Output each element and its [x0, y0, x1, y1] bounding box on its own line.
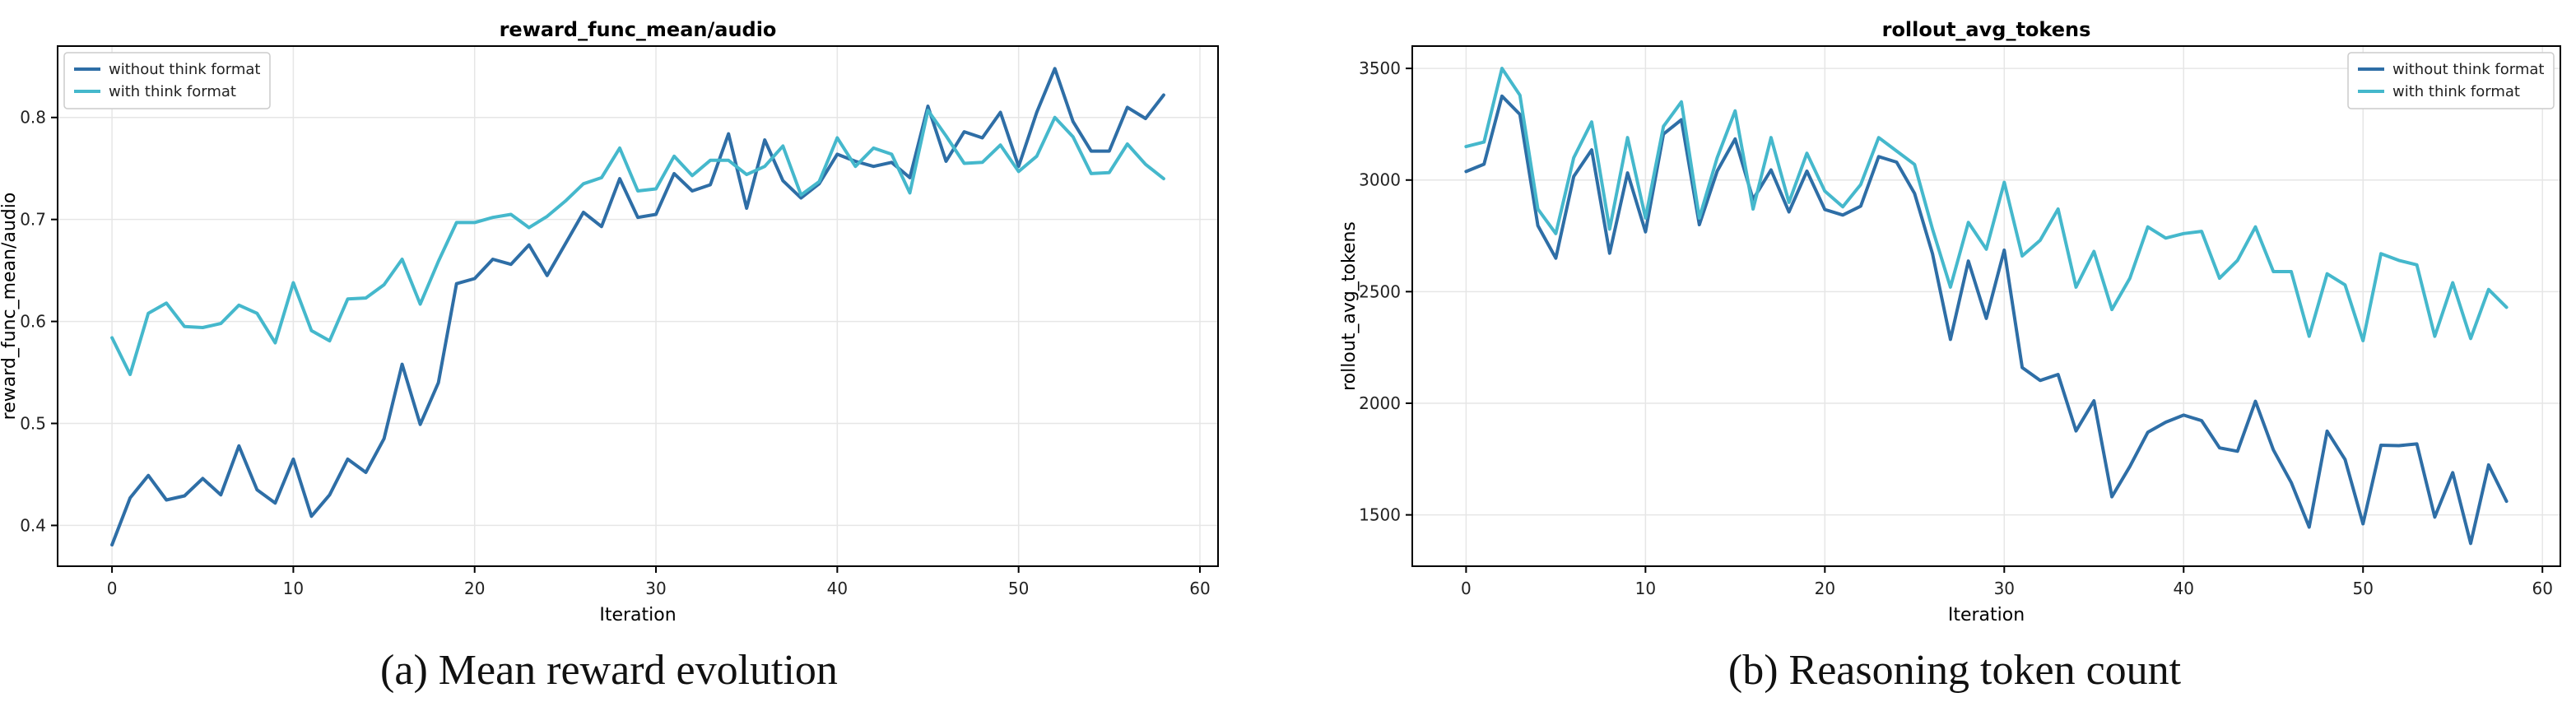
x-tick-label: 0: [107, 579, 118, 598]
y-tick-label: 2500: [1359, 281, 1401, 301]
y-tick-label: 3000: [1359, 170, 1401, 190]
x-tick-label: 30: [645, 579, 666, 598]
legend-label: with think format: [109, 83, 236, 100]
series-line-with-think-format: [1464, 67, 2509, 342]
caption-b: (b) Reasoning token count: [1727, 647, 2182, 694]
legend-box: [63, 52, 271, 109]
x-tick-label: 60: [1189, 579, 1210, 598]
chart-title: rollout_avg_tokens: [1882, 18, 2091, 41]
y-tick-label: 2000: [1359, 393, 1401, 413]
x-tick-label: 50: [1008, 579, 1029, 598]
x-tick-label: 10: [1635, 579, 1656, 598]
grid-lines: [58, 46, 1218, 566]
y-axis-label: rollout_avg_tokens: [1339, 221, 1360, 391]
legend-label: without think format: [109, 61, 260, 78]
caption-a: (a) Mean reward evolution: [380, 647, 838, 694]
y-tick-label: 0.7: [20, 210, 46, 230]
series-line-with-think-format: [110, 109, 1165, 376]
y-tick-label: 0.8: [20, 108, 46, 128]
series-line-without-think-format: [1464, 94, 2509, 546]
chart-tokens: 0 10 20 30 40 50 60 1500 2000 2500 3000 3500 rollout…: [1339, 18, 2561, 625]
x-tick-label: 0: [1461, 579, 1472, 598]
x-tick-label: 50: [2353, 579, 2374, 598]
y-tick-label: 0.6: [20, 312, 46, 332]
legend: without think format with think format: [2347, 52, 2555, 109]
plot-frame: [57, 45, 1219, 567]
x-tick-label: 60: [2532, 579, 2552, 598]
chart-title: reward_func_mean/audio: [500, 18, 777, 41]
legend-label: with think format: [2392, 83, 2520, 100]
y-tick-label: 0.4: [20, 515, 46, 535]
x-tick-label: 10: [283, 579, 304, 598]
x-tick-label: 40: [2174, 579, 2194, 598]
y-tick-label: 0.5: [20, 414, 46, 434]
x-axis-label: Iteration: [1948, 605, 2025, 625]
x-axis-label: Iteration: [599, 605, 676, 625]
legend-label: without think format: [2392, 61, 2544, 78]
grid-lines: [1412, 46, 2560, 566]
series-line-without-think-format: [110, 67, 1165, 546]
x-tick-label: 20: [464, 579, 485, 598]
plot-frame: [1411, 45, 2561, 567]
y-tick-label: 1500: [1359, 505, 1401, 525]
x-tick-label: 20: [1815, 579, 1835, 598]
y-axis-label: reward_func_mean/audio: [0, 193, 20, 421]
legend-box: [2347, 52, 2555, 109]
chart-reward: 0 10 20 30 40 50 60 0.4 0.5 0.6 0.7 0.8 reward_func_…: [0, 18, 1219, 625]
x-tick-label: 40: [827, 579, 848, 598]
x-tick-label: 30: [1994, 579, 2015, 598]
y-tick-label: 3500: [1359, 58, 1401, 78]
legend: without think format with think format: [63, 52, 271, 109]
